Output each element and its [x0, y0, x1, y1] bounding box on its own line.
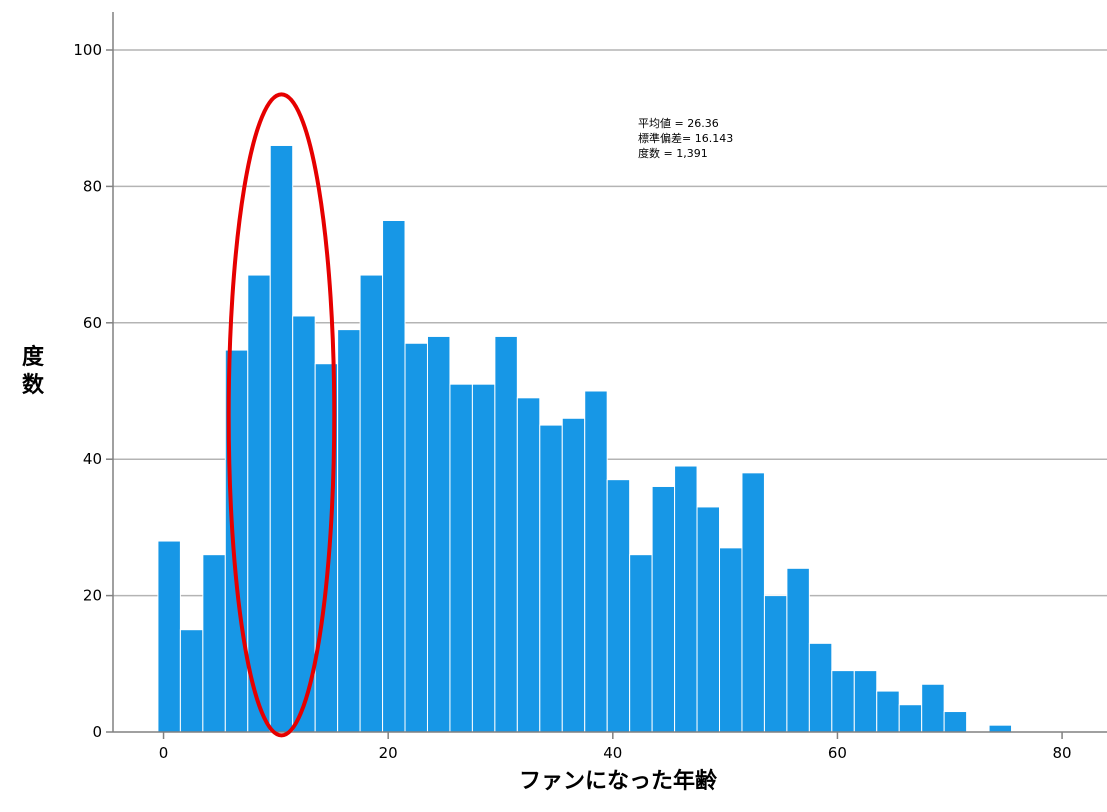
x-tick-label: 60	[828, 744, 847, 762]
y-tick-label: 60	[83, 314, 102, 332]
histogram-bar	[404, 342, 428, 733]
y-axis-title-line1: 度	[22, 344, 45, 370]
histogram-bar	[629, 554, 653, 733]
histogram-bar	[921, 683, 945, 733]
histogram-bar	[471, 383, 496, 733]
stat-count: 度数 = 1,391	[638, 146, 708, 160]
y-tick-label: 40	[83, 450, 102, 468]
histogram-bar	[988, 724, 1013, 733]
histogram-bar	[179, 629, 204, 733]
histogram-bar	[808, 642, 833, 733]
histogram-bar	[696, 506, 721, 733]
x-tick-label: 0	[159, 744, 169, 762]
y-tick-labels: 0 20 40 60 80 100	[73, 41, 102, 741]
histogram-bar	[741, 472, 765, 733]
stat-std: 標準偏差= 16.143	[638, 131, 733, 145]
histogram-bar	[943, 711, 968, 733]
histogram-bar	[606, 479, 631, 733]
statistics-box: 平均値 = 26.36 標準偏差= 16.143 度数 = 1,391	[638, 117, 733, 160]
histogram-bar	[382, 220, 406, 733]
histogram-bar	[516, 397, 541, 733]
y-axis-title-line2: 数	[22, 372, 45, 398]
y-tick-label: 100	[73, 41, 102, 59]
histogram-bar	[426, 335, 451, 733]
histogram-bar	[898, 704, 923, 733]
histogram-bar	[561, 417, 586, 733]
y-tick-label: 80	[83, 177, 102, 195]
histogram-bar	[786, 567, 810, 733]
x-tick-label: 40	[603, 744, 622, 762]
highlight-ellipse	[226, 92, 337, 738]
histogram-bar	[651, 485, 676, 733]
histogram-bar	[876, 690, 900, 733]
histogram-bar	[337, 329, 361, 733]
histogram-bar	[539, 424, 563, 733]
histogram-bar	[449, 383, 473, 733]
histogram-bar	[853, 670, 878, 733]
histogram-bar	[247, 274, 271, 733]
histogram-bar	[719, 547, 743, 733]
histogram-bar	[157, 540, 181, 733]
histogram-bar	[584, 390, 608, 733]
histogram-bar	[831, 670, 855, 733]
axes	[106, 12, 1107, 739]
x-tick-labels: 0 20 40 60 80	[159, 744, 1072, 762]
histogram-bar	[202, 554, 226, 733]
histogram-bars	[157, 144, 1013, 733]
histogram-bar	[763, 595, 788, 733]
histogram-bar	[494, 335, 518, 733]
y-tick-label: 20	[83, 587, 102, 605]
x-tick-label: 80	[1053, 744, 1072, 762]
y-tick-label: 0	[92, 723, 102, 741]
histogram-bar	[269, 144, 294, 733]
histogram-bar	[674, 465, 698, 733]
x-axis-title: ファンになった年齢	[519, 768, 718, 794]
x-tick-label: 20	[379, 744, 398, 762]
stat-mean: 平均値 = 26.36	[638, 117, 719, 130]
histogram-bar	[359, 274, 384, 733]
